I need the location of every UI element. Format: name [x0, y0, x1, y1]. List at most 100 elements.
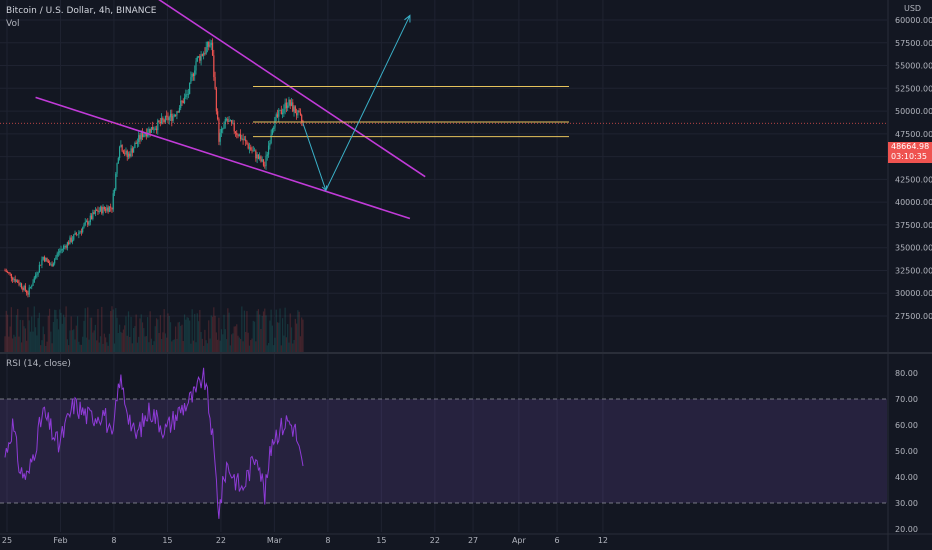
candle-body: [138, 135, 140, 143]
volume-bar: [92, 332, 94, 352]
volume-bar: [78, 341, 80, 352]
candle-body: [288, 99, 290, 106]
volume-bar: [222, 334, 224, 352]
candle-body: [256, 154, 258, 159]
volume-bar: [85, 337, 88, 352]
time-tick-label: 15: [162, 536, 172, 545]
candle-body: [189, 82, 191, 94]
volume-bar: [127, 311, 130, 352]
volume-bar: [279, 308, 281, 352]
candle-body: [237, 134, 239, 137]
volume-bar: [261, 315, 263, 352]
candle-body: [145, 133, 147, 137]
volume-bar: [237, 335, 239, 352]
volume-bar: [45, 345, 47, 352]
volume-bar: [203, 345, 205, 352]
candle-body: [125, 150, 127, 154]
candle-body: [69, 237, 71, 245]
volume-bar: [99, 336, 102, 352]
candle-body: [20, 283, 23, 288]
candle-body: [269, 143, 271, 146]
volume-bar: [283, 335, 285, 352]
candle-body: [5, 270, 7, 272]
candle-body: [10, 273, 12, 279]
volume-bar: [275, 309, 277, 352]
volume-bar: [245, 332, 247, 352]
candle-body: [87, 221, 89, 225]
volume-bar: [153, 341, 155, 352]
candle-body: [227, 118, 229, 122]
volume-bar: [147, 317, 149, 352]
candle-body: [279, 109, 281, 111]
volume-bar: [112, 309, 114, 352]
price-tick-label: 47500.00: [895, 130, 932, 139]
volume-bar: [121, 332, 123, 352]
volume-bar: [5, 310, 7, 352]
candle-body: [200, 54, 202, 61]
volume-bar: [280, 345, 282, 352]
volume-bar: [124, 325, 126, 352]
volume-bar: [145, 336, 147, 352]
candle-body: [73, 234, 75, 240]
rsi-band-fill: [0, 399, 887, 503]
candle-body: [168, 117, 170, 121]
candle-body: [56, 253, 58, 257]
candle-body: [163, 119, 165, 123]
candle-body: [211, 42, 214, 56]
volume-bar: [125, 316, 127, 352]
candle-body: [119, 147, 121, 158]
candle-body: [64, 245, 66, 247]
volume-bar: [75, 325, 77, 352]
volume-bar: [82, 336, 84, 352]
candle-body: [257, 154, 259, 159]
volume-bar: [224, 329, 226, 352]
volume-bar: [251, 338, 253, 352]
candle-body: [285, 102, 288, 109]
rsi-line: [4, 367, 304, 519]
currency-label: USD: [904, 4, 922, 13]
candle-body: [190, 77, 192, 83]
volume-bar: [238, 337, 240, 352]
volume-bar: [295, 323, 298, 352]
candle-body: [158, 120, 160, 122]
volume-bar: [214, 315, 216, 352]
volume-bar: [178, 321, 181, 352]
volume-bar: [23, 326, 25, 352]
candle-body: [298, 110, 300, 113]
volume-bar: [217, 339, 219, 352]
volume-bar: [70, 316, 72, 352]
candle-body: [23, 285, 25, 290]
candle-body: [220, 128, 223, 133]
volume-bar: [15, 315, 18, 352]
candle-body: [266, 154, 268, 156]
volume-bar: [290, 327, 293, 352]
candle-body: [37, 272, 39, 275]
volume-bar: [252, 320, 254, 352]
volume-bar: [182, 341, 184, 352]
volume-bar: [20, 342, 23, 352]
time-tick-label: 8: [111, 536, 116, 545]
candle-body: [14, 278, 16, 282]
volume-bar: [13, 334, 15, 352]
candle-body: [161, 117, 163, 124]
volume-bar: [191, 309, 193, 352]
volume-bar: [161, 338, 163, 352]
volume-bar: [6, 314, 9, 352]
candle-body: [262, 159, 265, 166]
volume-bar: [133, 327, 135, 352]
candle-body: [273, 127, 275, 129]
volume-bar: [111, 306, 113, 352]
candle-body: [287, 105, 289, 109]
candle-body: [205, 47, 207, 54]
time-tick-label: 22: [430, 536, 440, 545]
volume-bar: [116, 317, 118, 352]
volume-bar: [227, 308, 229, 352]
volume-bar: [181, 324, 183, 352]
candle-body: [199, 56, 201, 61]
price-tick-label: 42500.00: [895, 175, 932, 184]
candle-body: [181, 100, 183, 102]
volume-bar: [234, 326, 237, 352]
candle-body: [31, 285, 33, 287]
volume-bar: [211, 316, 214, 352]
